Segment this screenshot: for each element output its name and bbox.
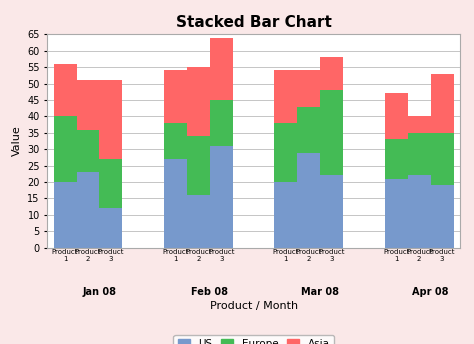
Bar bbox=[54, 116, 77, 182]
Bar bbox=[210, 146, 233, 248]
Legend: US, Europe, Asia: US, Europe, Asia bbox=[173, 335, 334, 344]
Text: Jan 08: Jan 08 bbox=[82, 287, 117, 297]
Bar bbox=[100, 208, 122, 248]
Title: Stacked Bar Chart: Stacked Bar Chart bbox=[176, 15, 331, 31]
Bar bbox=[164, 123, 187, 159]
Bar bbox=[187, 67, 210, 136]
Bar bbox=[274, 71, 297, 123]
Bar bbox=[408, 133, 430, 175]
Bar bbox=[77, 80, 100, 130]
Bar bbox=[430, 74, 454, 133]
Bar bbox=[100, 80, 122, 159]
Bar bbox=[187, 195, 210, 248]
Text: Mar 08: Mar 08 bbox=[301, 287, 339, 297]
Bar bbox=[274, 182, 297, 248]
Text: Apr 08: Apr 08 bbox=[412, 287, 449, 297]
Bar bbox=[297, 152, 320, 248]
X-axis label: Product / Month: Product / Month bbox=[210, 301, 298, 311]
Y-axis label: Value: Value bbox=[12, 126, 22, 157]
Bar bbox=[385, 94, 408, 139]
Bar bbox=[54, 182, 77, 248]
Bar bbox=[385, 139, 408, 179]
Bar bbox=[164, 159, 187, 248]
Bar bbox=[210, 100, 233, 146]
Bar bbox=[100, 159, 122, 208]
Bar bbox=[385, 179, 408, 248]
Bar bbox=[430, 185, 454, 248]
Bar bbox=[77, 130, 100, 172]
Bar bbox=[187, 136, 210, 195]
Bar bbox=[274, 123, 297, 182]
Bar bbox=[164, 71, 187, 123]
Bar bbox=[320, 175, 343, 248]
Bar bbox=[77, 172, 100, 248]
Text: Feb 08: Feb 08 bbox=[191, 287, 228, 297]
Bar bbox=[408, 175, 430, 248]
Bar bbox=[430, 133, 454, 185]
Bar bbox=[320, 57, 343, 90]
Bar bbox=[408, 116, 430, 133]
Bar bbox=[210, 38, 233, 100]
Bar bbox=[54, 64, 77, 116]
Bar bbox=[297, 107, 320, 152]
Bar bbox=[320, 90, 343, 175]
Bar bbox=[297, 71, 320, 107]
